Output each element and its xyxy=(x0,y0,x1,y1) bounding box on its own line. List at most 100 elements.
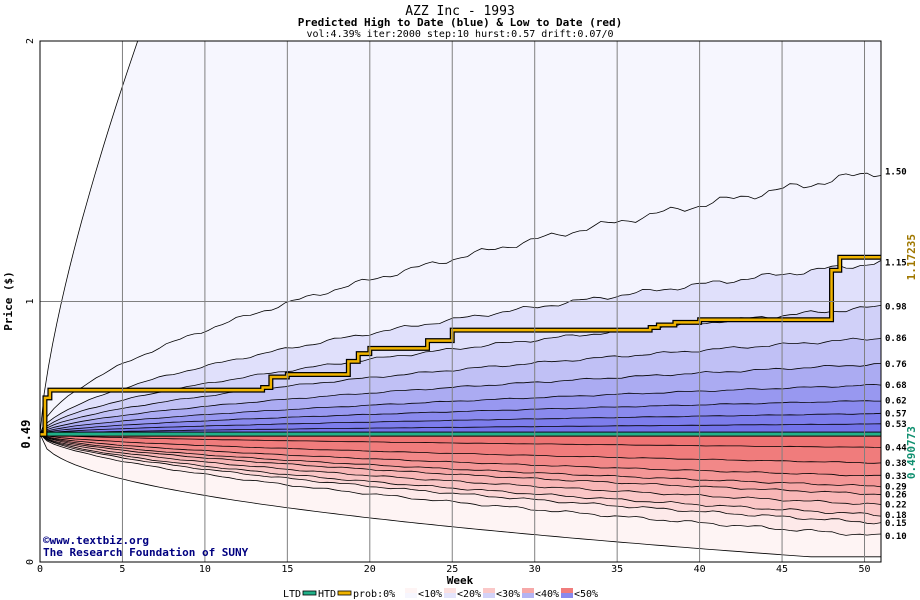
quantile-label: 0.10 xyxy=(885,532,907,542)
legend-ltd-label: LTD xyxy=(283,589,301,600)
band-blue-extreme xyxy=(40,41,881,435)
band-red-5 xyxy=(40,434,881,505)
legend-bin-label: <30% xyxy=(496,589,520,600)
red-quantile-line xyxy=(40,433,881,488)
band-blue-0 xyxy=(40,173,881,435)
x-tick-label: 25 xyxy=(446,564,458,575)
legend-bin-swatch-red xyxy=(561,588,573,593)
blue-quantile-line xyxy=(40,260,881,435)
legend-bin-swatch-red xyxy=(522,588,534,593)
band-blue-6 xyxy=(40,400,881,435)
ltd-final-value: 0.490773 xyxy=(905,426,918,479)
red-quantile-line xyxy=(40,433,881,477)
x-tick-label: 30 xyxy=(529,564,541,575)
quantile-label: 0.22 xyxy=(885,501,907,511)
extreme-low-line xyxy=(40,433,881,558)
x-tick-label: 20 xyxy=(364,564,376,575)
blue-quantile-line xyxy=(40,363,881,435)
x-tick-label: 40 xyxy=(694,564,706,575)
x-tick-label: 15 xyxy=(281,564,293,575)
quantile-label: 0.38 xyxy=(885,459,907,469)
y-tick-label: 0 xyxy=(25,559,36,565)
x-tick-label: 10 xyxy=(199,564,211,575)
legend-htd-label: HTD xyxy=(318,589,336,600)
chart-title: AZZ Inc - 1993 xyxy=(405,4,515,19)
y-tick-label: 2 xyxy=(25,38,36,44)
quantile-label: 0.18 xyxy=(885,511,907,521)
credit-site: ©www.textbiz.org xyxy=(43,534,149,547)
band-red-7 xyxy=(40,434,881,524)
y-axis-label: Price ($) xyxy=(2,271,15,331)
red-quantile-line xyxy=(40,433,881,517)
blue-quantile-line xyxy=(40,412,881,435)
band-red-6 xyxy=(40,434,881,517)
x-tick-label: 50 xyxy=(858,564,870,575)
legend-ltd-swatch xyxy=(302,590,317,596)
band-blue-1 xyxy=(40,260,881,435)
legend-bin-label: <20% xyxy=(457,589,481,600)
x-tick-label: 35 xyxy=(611,564,623,575)
red-quantile-line xyxy=(40,433,881,448)
band-red-3 xyxy=(40,434,881,487)
legend-bin-label: <10% xyxy=(418,589,442,600)
quantile-label: 0.33 xyxy=(885,472,907,482)
red-quantile-line xyxy=(40,433,881,496)
quantile-label: 1.50 xyxy=(885,167,907,177)
legend-bin-swatch-blue xyxy=(522,593,534,598)
legend-bin-swatch-red xyxy=(405,588,417,593)
legend-bin-label: <40% xyxy=(535,589,559,600)
blue-quantile-line xyxy=(40,337,881,435)
quantile-label: 0.98 xyxy=(885,303,907,313)
quantile-label: 0.57 xyxy=(885,410,907,420)
quantile-label: 0.29 xyxy=(885,482,907,492)
quantile-label: 0.26 xyxy=(885,490,907,500)
plot-frame xyxy=(39,40,882,563)
chart-subtitle: Predicted High to Date (blue) & Low to D… xyxy=(298,16,623,29)
x-axis-label: Week xyxy=(447,574,474,587)
blue-quantile-line xyxy=(40,400,881,435)
band-red-1 xyxy=(40,434,881,464)
quantile-label: 1.15 xyxy=(885,258,907,268)
band-blue-5 xyxy=(40,384,881,435)
htd-final-value: 1.17235 xyxy=(905,234,918,280)
legend-htd-swatch xyxy=(337,590,352,596)
chart-params: vol:4.39% iter:2000 step:10 hurst:0.57 d… xyxy=(306,29,613,40)
quantile-label: 0.62 xyxy=(885,396,907,406)
band-blue-4 xyxy=(40,363,881,435)
band-blue-7 xyxy=(40,413,881,435)
legend-bin-swatch-blue xyxy=(483,593,495,598)
x-tick-label: 45 xyxy=(776,564,788,575)
band-red-8 xyxy=(40,434,881,536)
band-red-4 xyxy=(40,434,881,495)
plot-area xyxy=(40,41,881,558)
quantile-label: 0.76 xyxy=(885,360,907,370)
band-red-2 xyxy=(40,434,881,476)
red-quantile-line xyxy=(40,433,881,464)
legend: LTD HTD prob:0% <10% <20% <30% <40% <50% xyxy=(283,588,598,600)
x-tick-label: 5 xyxy=(119,564,125,575)
legend-prob-label: prob:0% xyxy=(353,589,395,600)
red-quantile-line xyxy=(40,433,881,536)
quantile-label: 0.15 xyxy=(885,519,907,529)
blue-quantile-line xyxy=(40,383,881,435)
band-red-extreme xyxy=(40,434,881,557)
legend-bin-swatch-red xyxy=(444,588,456,593)
y-tick-label: 1 xyxy=(25,298,36,304)
start-price-label: 0.49 xyxy=(19,420,33,449)
blue-quantile-line xyxy=(40,172,881,435)
quantile-label: 0.86 xyxy=(885,334,907,344)
legend-bin-swatch-red xyxy=(483,588,495,593)
legend-bin-swatch-blue xyxy=(405,593,417,598)
legend-bin-swatch-blue xyxy=(561,593,573,598)
blue-quantile-line xyxy=(40,423,881,435)
legend-bin-label: <50% xyxy=(574,589,598,600)
red-quantile-line xyxy=(40,433,881,505)
quantile-label: 0.53 xyxy=(885,420,907,430)
credit-org: The Research Foundation of SUNY xyxy=(43,546,249,559)
quantile-label: 0.68 xyxy=(885,381,907,391)
band-blue-8 xyxy=(40,423,881,435)
x-tick-label: 0 xyxy=(37,564,43,575)
red-quantile-line xyxy=(40,433,881,525)
legend-bin-swatch-blue xyxy=(444,593,456,598)
